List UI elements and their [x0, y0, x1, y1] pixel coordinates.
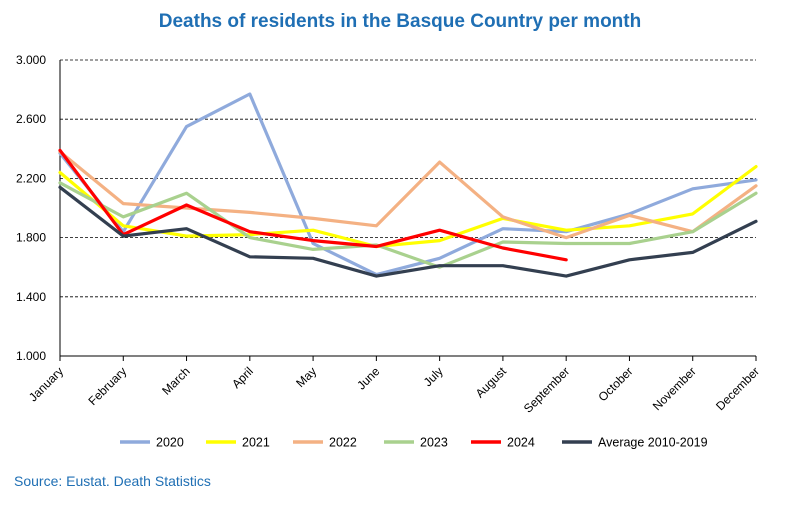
y-tick-label: 2.200: [16, 171, 46, 185]
y-tick-label: 3.000: [16, 53, 46, 67]
x-tick-label: November: [650, 364, 699, 413]
x-tick-label: July: [421, 364, 446, 389]
x-tick-label: January: [26, 364, 66, 404]
x-tick-label: December: [713, 364, 762, 413]
series-line-2024: [58, 148, 568, 262]
y-tick-label: 2.600: [16, 112, 46, 126]
legend-label: Average 2010-2019: [598, 436, 708, 450]
legend-label: 2021: [242, 436, 270, 450]
chart-title: Deaths of residents in the Basque Countr…: [159, 11, 641, 32]
series-line-average-2010-2019: [58, 185, 758, 278]
series-line-2021: [58, 165, 758, 249]
x-tick-label: June: [354, 364, 383, 393]
x-tick-label: September: [521, 364, 572, 415]
x-tick-label: October: [595, 364, 635, 404]
x-tick-labels: January February March April May June July Augu…: [26, 364, 762, 416]
y-tick-label: 1.400: [16, 290, 46, 304]
x-tick-label: April: [229, 364, 256, 391]
x-tick-label: March: [159, 364, 192, 397]
y-tick-label: 1.800: [16, 231, 46, 245]
legend: 2020 2021 2022 2023 2024 Average 2010-2019: [120, 436, 708, 450]
legend-label: 2023: [420, 436, 448, 450]
x-tick-label: May: [293, 364, 319, 390]
series-line-2022: [58, 150, 758, 240]
series-lines: [58, 92, 758, 278]
axes: [59, 60, 757, 361]
y-tick-labels: 1.000 1.400 1.800 2.200 2.600 3.000: [16, 53, 46, 363]
grid-lines: [60, 59, 756, 298]
series-line-2020: [58, 92, 758, 277]
legend-label: 2020: [156, 436, 184, 450]
source-note: Source: Eustat. Death Statistics: [14, 473, 211, 489]
y-tick-label: 1.000: [16, 349, 46, 363]
legend-label: 2024: [507, 436, 535, 450]
x-tick-label: February: [86, 364, 130, 408]
legend-label: 2022: [329, 436, 357, 450]
series-line-2023: [58, 181, 758, 269]
x-tick-label: August: [473, 364, 510, 401]
